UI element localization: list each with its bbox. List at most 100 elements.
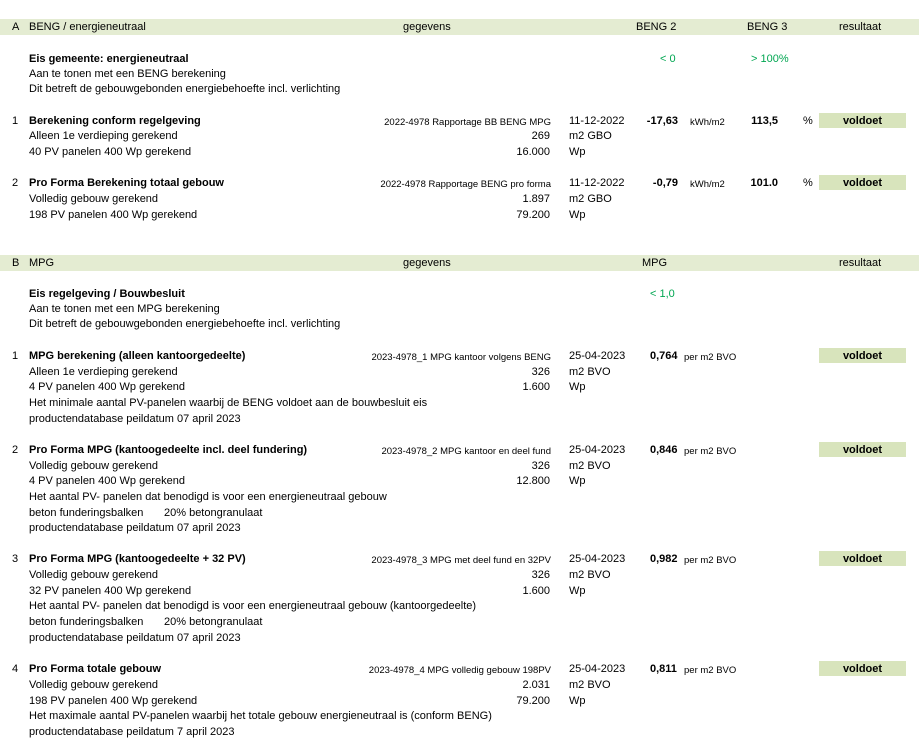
mpg-eis-line2: Dit betreft de gebouwgebonden energiebeh… — [29, 318, 341, 330]
mpg-eis-line1: Aan te tonen met een MPG berekening — [29, 303, 220, 315]
mpg-item-result-cell — [819, 661, 906, 676]
beng-item-beng3-unit: % — [803, 115, 813, 127]
mpg-item-title: Pro Forma totale gebouw — [29, 663, 162, 675]
beng-row-value: 269 — [531, 130, 550, 142]
mpg-item-unit: per m2 BVO — [684, 352, 737, 363]
mpg-item-number: 2 — [12, 444, 19, 456]
section-a-header-band — [0, 19, 919, 35]
beng-eis-beng2: < 0 — [660, 53, 676, 65]
beng-item-title: Pro Forma Berekening totaal gebouw — [29, 177, 224, 189]
section-b-col-resultaat: resultaat — [839, 257, 882, 269]
mpg-row-note: Het minimale aantal PV-panelen waarbij d… — [29, 397, 428, 409]
mpg-item-result: voldoet — [842, 663, 883, 675]
mpg-row-label: Volledig gebouw gerekend — [29, 569, 159, 581]
beng-item-result-cell — [819, 113, 906, 128]
beng-item-beng3: 101.0 — [750, 177, 778, 189]
mpg-item-result: voldoet — [842, 553, 883, 565]
mpg-item-title: MPG berekening (alleen kantoorgedeelte) — [29, 350, 246, 362]
mpg-row-label: 32 PV panelen 400 Wp gerekend — [29, 585, 192, 597]
beng-item-result: voldoet — [842, 115, 883, 127]
section-a-col-beng2: BENG 2 — [636, 21, 677, 33]
mpg-row-note: beton funderingsbalken — [29, 507, 144, 519]
beng-item-beng2-unit: kWh/m2 — [690, 179, 725, 190]
beng-item-date: 11-12-2022 — [569, 115, 625, 127]
section-b-header-band — [0, 255, 919, 271]
mpg-row-value: 2.031 — [522, 679, 550, 691]
section-b-title: MPG — [29, 257, 55, 269]
mpg-item-result: voldoet — [842, 444, 883, 456]
beng-item-beng2: -0,79 — [652, 177, 678, 189]
mpg-row-value: 326 — [531, 460, 550, 472]
mpg-row-note: beton funderingsbalken — [29, 616, 144, 628]
mpg-row-unit: Wp — [569, 695, 586, 707]
mpg-row-value: 12.800 — [516, 475, 550, 487]
mpg-row-value: 326 — [531, 366, 550, 378]
mpg-item-report: 2023-4978_1 MPG kantoor volgens BENG — [371, 352, 551, 363]
beng-row-value: 16.000 — [516, 146, 550, 158]
mpg-item-result: voldoet — [842, 350, 883, 362]
section-b-letter: B — [12, 257, 20, 269]
beng-row-label: 198 PV panelen 400 Wp gerekend — [29, 209, 198, 221]
beng-item-report: 2022-4978 Rapportage BENG pro forma — [380, 179, 551, 190]
beng-row-unit: Wp — [569, 146, 586, 158]
beng-row-label: Alleen 1e verdieping gerekend — [29, 130, 178, 142]
beng-item-beng2-unit: kWh/m2 — [690, 117, 725, 128]
beng-item-date: 11-12-2022 — [569, 177, 625, 189]
mpg-row-note: Het maximale aantal PV-panelen waarbij h… — [29, 710, 492, 722]
mpg-row-label: 4 PV panelen 400 Wp gerekend — [29, 381, 185, 393]
beng-row-unit: Wp — [569, 209, 586, 221]
beng-item-result: voldoet — [842, 177, 883, 189]
mpg-row-note-extra: 20% betongranulaat — [164, 507, 263, 519]
mpg-item-number: 1 — [12, 350, 19, 362]
mpg-row-unit: Wp — [569, 475, 586, 487]
section-b-col-mpg: MPG — [642, 257, 668, 269]
mpg-item-number: 3 — [12, 553, 19, 565]
section-a-col-gegevens: gegevens — [403, 21, 451, 33]
mpg-row-label: Volledig gebouw gerekend — [29, 679, 159, 691]
beng-row-value: 1.897 — [522, 193, 550, 205]
beng-eis-line2: Dit betreft de gebouwgebonden energiebeh… — [29, 83, 341, 95]
mpg-item-value: 0,811 — [650, 663, 677, 675]
mpg-row-unit: Wp — [569, 585, 586, 597]
mpg-eis-title: Eis regelgeving / Bouwbesluit — [29, 288, 185, 300]
mpg-item-date: 25-04-2023 — [569, 444, 626, 456]
beng-item-number: 2 — [12, 177, 19, 189]
mpg-item-result-cell — [819, 551, 906, 566]
beng-item-beng2: -17,63 — [646, 115, 678, 127]
mpg-row-label: 198 PV panelen 400 Wp gerekend — [29, 695, 198, 707]
mpg-row-unit: m2 BVO — [569, 460, 611, 472]
mpg-row-note: Het aantal PV- panelen dat benodigd is v… — [29, 491, 387, 503]
mpg-item-date: 25-04-2023 — [569, 553, 626, 565]
beng-eis-title: Eis gemeente: energieneutraal — [29, 53, 189, 65]
mpg-row-value: 326 — [531, 569, 550, 581]
mpg-row-note: productendatabase peildatum 07 april 202… — [29, 632, 241, 644]
beng-item-result-cell — [819, 175, 906, 190]
mpg-item-date: 25-04-2023 — [569, 663, 626, 675]
mpg-row-note: Het aantal PV- panelen dat benodigd is v… — [29, 600, 477, 612]
beng-item-beng3: 113,5 — [751, 115, 778, 127]
section-a-letter: A — [12, 21, 20, 33]
mpg-item-date: 25-04-2023 — [569, 350, 626, 362]
beng-row-unit: m2 GBO — [569, 193, 612, 205]
mpg-row-unit: m2 BVO — [569, 366, 611, 378]
mpg-item-report: 2023-4978_3 MPG met deel fund en 32PV — [371, 555, 551, 566]
mpg-row-label: Volledig gebouw gerekend — [29, 460, 159, 472]
mpg-row-value: 1.600 — [522, 585, 550, 597]
beng-item-title: Berekening conform regelgeving — [29, 115, 201, 127]
mpg-item-number: 4 — [12, 663, 19, 675]
mpg-row-value: 1.600 — [522, 381, 550, 393]
beng-row-label: Volledig gebouw gerekend — [29, 193, 159, 205]
mpg-item-title: Pro Forma MPG (kantoogedeelte incl. deel… — [29, 444, 308, 456]
beng-item-beng3-unit: % — [803, 177, 813, 189]
mpg-item-report: 2023-4978_2 MPG kantoor en deel fund — [381, 446, 551, 457]
beng-item-report: 2022-4978 Rapportage BB BENG MPG — [384, 117, 551, 128]
mpg-item-report: 2023-4978_4 MPG volledig gebouw 198PV — [368, 665, 551, 676]
mpg-row-note: productendatabase peildatum 7 april 2023 — [29, 726, 235, 738]
beng-row-value: 79.200 — [516, 209, 550, 221]
beng-row-label: 40 PV panelen 400 Wp gerekend — [29, 146, 192, 158]
mpg-eis-value: < 1,0 — [650, 288, 675, 300]
section-a-col-resultaat: resultaat — [839, 21, 882, 33]
mpg-row-note: productendatabase peildatum 07 april 202… — [29, 413, 241, 425]
section-a-title: BENG / energieneutraal — [29, 21, 146, 33]
mpg-row-note-extra: 20% betongranulaat — [164, 616, 263, 628]
